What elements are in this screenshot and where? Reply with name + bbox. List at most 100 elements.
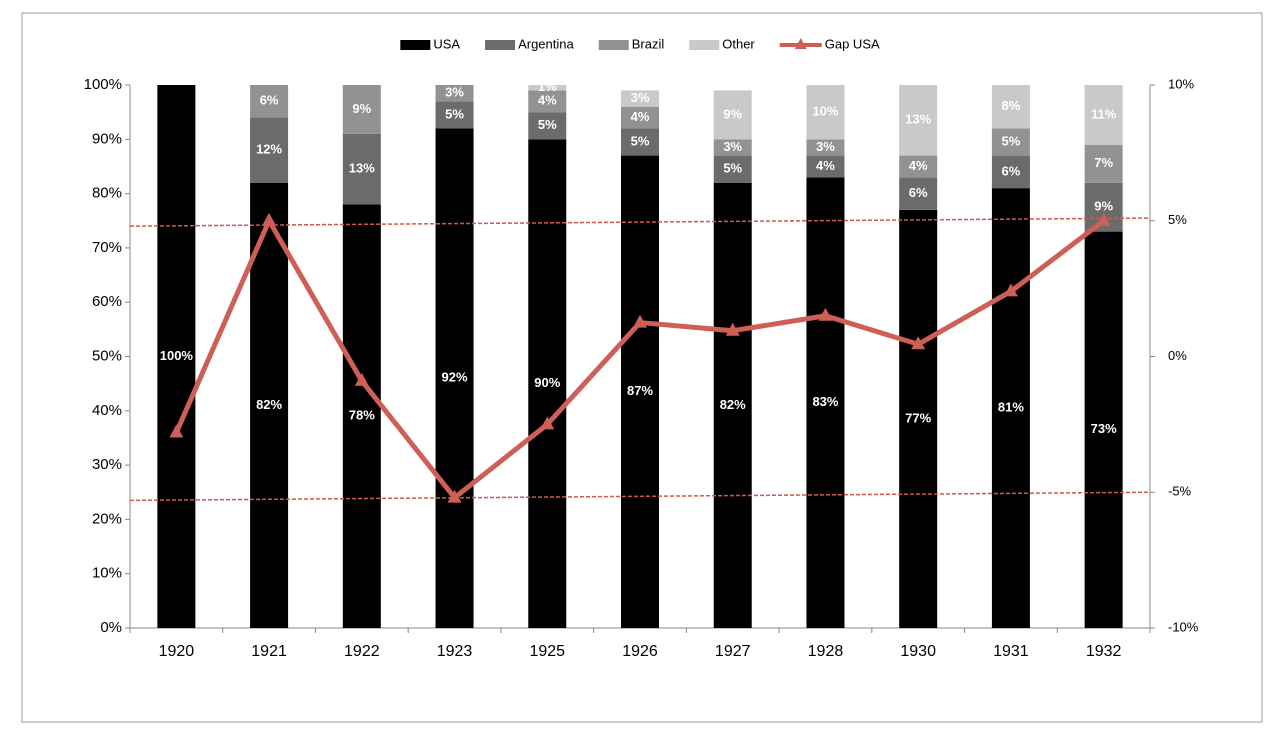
- data-label: 12%: [256, 142, 282, 157]
- data-label: 5%: [1002, 133, 1021, 148]
- bar-segment: [250, 85, 289, 118]
- bar-segment: [621, 106, 659, 129]
- bar-segment: [806, 85, 845, 140]
- line-marker: [633, 314, 647, 328]
- bar-segment: [806, 139, 845, 156]
- y-tick-label: 40%: [92, 402, 122, 419]
- bar-segment: [806, 177, 845, 628]
- data-label: 5%: [538, 117, 557, 132]
- y-tick-label: 100%: [84, 76, 122, 93]
- data-label: 9%: [1094, 199, 1113, 214]
- line-marker: [725, 322, 740, 336]
- data-label: 4%: [909, 158, 928, 173]
- data-label: 13%: [349, 161, 375, 176]
- data-label: 9%: [723, 106, 742, 121]
- data-label: 83%: [812, 394, 838, 409]
- legend-label: Argentina: [518, 36, 574, 51]
- data-label: 9%: [352, 101, 371, 116]
- bar-segment: [899, 85, 938, 156]
- bar-segment: [342, 133, 381, 205]
- bar-segment: [991, 155, 1030, 189]
- bar-segment: [991, 188, 1030, 629]
- y-tick-label: 90%: [92, 130, 122, 147]
- data-label: 82%: [720, 397, 746, 412]
- data-label: 8%: [1002, 98, 1021, 113]
- line-marker: [1096, 212, 1111, 226]
- bar-segment: [713, 182, 752, 629]
- legend-label: Gap USA: [825, 36, 880, 51]
- y-tick-label: 80%: [92, 185, 122, 202]
- x-tick-label: 1928: [808, 643, 844, 660]
- bar-segment: [1084, 144, 1123, 183]
- data-label: 3%: [816, 139, 835, 154]
- bar-segment: [342, 204, 381, 628]
- data-label: 11%: [1091, 106, 1117, 121]
- bar-segment: [991, 85, 1030, 129]
- x-tick-label: 1925: [529, 643, 565, 660]
- data-label: 3%: [445, 85, 464, 100]
- y2-tick-label: 5%: [1168, 212, 1187, 227]
- y-tick-label: 50%: [92, 347, 122, 364]
- x-tick-label: 1920: [159, 643, 195, 660]
- data-label: 77%: [905, 410, 931, 425]
- bar-segment: [528, 139, 567, 629]
- bar-segment: [1084, 231, 1123, 629]
- y-tick-label: 30%: [92, 456, 122, 473]
- x-tick-label: 1921: [251, 643, 287, 660]
- bar-segment: [435, 101, 474, 129]
- data-label: 90%: [534, 375, 560, 390]
- data-label: 73%: [1091, 421, 1117, 436]
- y-tick-label: 60%: [92, 293, 122, 310]
- legend-swatch: [598, 40, 629, 50]
- data-label: 4%: [816, 158, 835, 173]
- data-label: 82%: [256, 397, 282, 412]
- bar-segment: [157, 85, 196, 628]
- data-label: 6%: [260, 93, 279, 108]
- y-tick-label: 20%: [92, 510, 122, 527]
- bar-segment: [621, 155, 659, 628]
- x-tick-label: 1923: [437, 643, 473, 660]
- bar-segment: [342, 85, 381, 134]
- line-marker: [540, 416, 555, 430]
- legend-swatch: [400, 40, 431, 50]
- line-marker: [262, 212, 277, 226]
- line-marker: [447, 489, 462, 503]
- data-label: 6%: [909, 185, 928, 200]
- data-label: 81%: [998, 400, 1024, 415]
- bar-segment: [991, 128, 1030, 156]
- data-label: 92%: [442, 370, 468, 385]
- data-label: 7%: [1094, 155, 1113, 170]
- bar-segment: [713, 155, 752, 183]
- y2-tick-label: -10%: [1168, 619, 1199, 634]
- data-label: 5%: [723, 161, 742, 176]
- data-label: 5%: [445, 106, 464, 121]
- y-tick-label: 70%: [92, 239, 122, 256]
- legend: USA Argentina Brazil Other Gap USA: [400, 36, 880, 51]
- y2-tick-label: 0%: [1168, 348, 1187, 363]
- legend-swatch: [689, 40, 720, 50]
- y2-tick-label: -5%: [1168, 484, 1192, 499]
- data-label: 10%: [812, 104, 838, 119]
- bar-segment: [250, 117, 289, 183]
- bar-segment: [713, 90, 752, 140]
- data-label: 4%: [631, 109, 650, 124]
- bar-segment: [250, 182, 289, 629]
- data-label: 3%: [723, 139, 742, 154]
- line-marker: [911, 336, 926, 350]
- bar-segment: [899, 155, 938, 178]
- bar-segment: [621, 128, 659, 156]
- bar-segment: [435, 85, 474, 102]
- data-label: 6%: [1002, 163, 1021, 178]
- bar-segment: [713, 139, 752, 156]
- bar-segment: [528, 112, 567, 140]
- line-marker: [1003, 283, 1018, 297]
- bar-segment: [1084, 85, 1123, 145]
- x-tick-label: 1927: [715, 643, 751, 660]
- bar-segment: [621, 90, 659, 107]
- data-label: 13%: [905, 112, 931, 127]
- data-label: 4%: [538, 93, 557, 108]
- x-tick-label: 1931: [993, 643, 1029, 660]
- bar-segment: [806, 155, 845, 178]
- legend-label: Other: [722, 36, 755, 51]
